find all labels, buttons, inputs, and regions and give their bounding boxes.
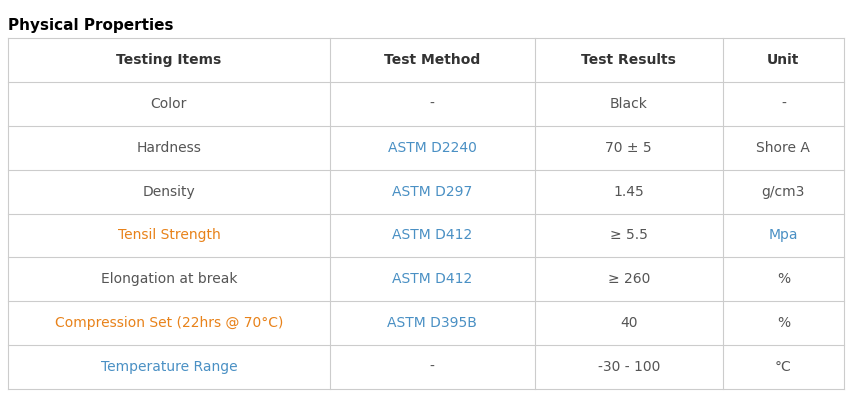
Text: -: - — [429, 97, 435, 111]
Text: ASTM D395B: ASTM D395B — [388, 316, 477, 330]
Text: -: - — [429, 360, 435, 374]
Text: %: % — [777, 316, 790, 330]
Text: Physical Properties: Physical Properties — [8, 18, 174, 33]
Text: ≥ 260: ≥ 260 — [607, 272, 650, 286]
Text: %: % — [777, 272, 790, 286]
Text: ≥ 5.5: ≥ 5.5 — [610, 228, 648, 243]
Text: Color: Color — [151, 97, 187, 111]
Bar — [8, 38, 844, 389]
Text: Black: Black — [610, 97, 648, 111]
Text: ASTM D412: ASTM D412 — [392, 272, 472, 286]
Text: ASTM D2240: ASTM D2240 — [388, 141, 477, 155]
Text: Mpa: Mpa — [769, 228, 798, 243]
Text: ASTM D412: ASTM D412 — [392, 228, 472, 243]
Text: °C: °C — [775, 360, 792, 374]
Text: Density: Density — [142, 185, 195, 198]
Text: 1.45: 1.45 — [613, 185, 644, 198]
Text: Compression Set (22hrs @ 70°C): Compression Set (22hrs @ 70°C) — [55, 316, 283, 330]
Text: g/cm3: g/cm3 — [762, 185, 805, 198]
Text: Shore A: Shore A — [757, 141, 810, 155]
Text: 40: 40 — [620, 316, 637, 330]
Text: 70 ± 5: 70 ± 5 — [606, 141, 652, 155]
Text: -: - — [781, 97, 786, 111]
Text: Elongation at break: Elongation at break — [101, 272, 237, 286]
Text: Test Method: Test Method — [384, 53, 481, 67]
Text: Hardness: Hardness — [136, 141, 201, 155]
Text: Temperature Range: Temperature Range — [101, 360, 237, 374]
Text: ASTM D297: ASTM D297 — [392, 185, 472, 198]
Text: Tensil Strength: Tensil Strength — [118, 228, 221, 243]
Text: Test Results: Test Results — [581, 53, 676, 67]
Text: Testing Items: Testing Items — [117, 53, 222, 67]
Text: -30 - 100: -30 - 100 — [597, 360, 660, 374]
Text: Unit: Unit — [767, 53, 799, 67]
